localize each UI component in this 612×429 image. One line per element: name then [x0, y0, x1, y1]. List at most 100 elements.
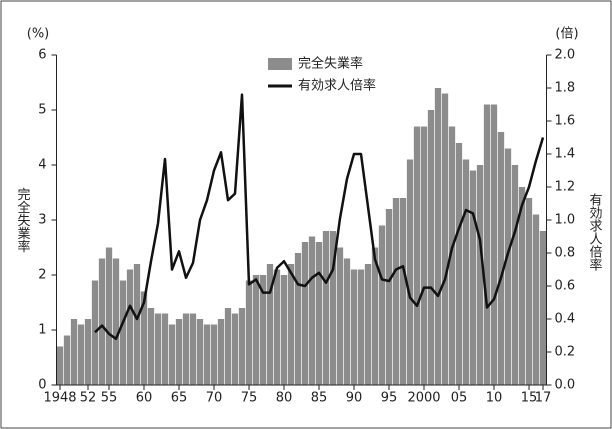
bar	[448, 126, 456, 385]
bar	[434, 88, 442, 385]
bar	[427, 110, 435, 385]
bar	[259, 275, 267, 385]
bar	[420, 126, 428, 385]
y2-tick-label: 1.0	[555, 213, 576, 228]
bar	[161, 313, 169, 385]
bar	[189, 313, 197, 385]
bar	[441, 93, 449, 385]
bar	[504, 148, 512, 385]
bar	[280, 275, 288, 385]
bar	[266, 264, 274, 385]
y2-axis-title: 有効求人倍率	[587, 193, 603, 271]
x-tick-label: 10	[486, 391, 503, 406]
bar	[462, 159, 470, 385]
y2-tick-label: 0.8	[555, 246, 576, 261]
x-tick-label: 65	[171, 391, 188, 406]
legend-label: 有効求人倍率	[298, 78, 376, 94]
bar	[308, 236, 316, 385]
x-tick-label: 70	[206, 391, 223, 406]
bar	[98, 258, 106, 385]
x-tick-label: 15	[521, 391, 538, 406]
bar	[455, 143, 463, 385]
x-tick-label: 80	[276, 391, 293, 406]
bar	[385, 209, 393, 385]
bar	[511, 165, 519, 385]
line-series	[94, 93, 545, 341]
y2-tick-label: 1.4	[555, 147, 576, 162]
y-tick-label: 3	[38, 213, 46, 228]
bar	[224, 308, 232, 385]
bar	[217, 319, 225, 385]
bar	[63, 335, 71, 385]
y-tick-label: 4	[38, 158, 46, 173]
bar	[539, 231, 547, 385]
bar	[91, 280, 99, 385]
y-tick-label: 2	[38, 268, 46, 283]
bar	[84, 319, 92, 385]
bar	[203, 324, 211, 385]
y2-tick-label: 0.4	[555, 312, 576, 327]
bar	[287, 264, 295, 385]
bar	[490, 104, 498, 385]
bar	[175, 319, 183, 385]
bar	[392, 198, 400, 385]
bar	[231, 313, 239, 385]
y2-tick-label: 1.2	[555, 180, 576, 195]
bar	[105, 247, 113, 385]
bar	[196, 319, 204, 385]
bar	[140, 291, 148, 385]
x-tick-label: 90	[346, 391, 363, 406]
bar	[238, 308, 246, 385]
bar	[133, 264, 141, 385]
bar	[413, 126, 421, 385]
x-tick-label: 05	[451, 391, 468, 406]
x-tick-label: 60	[136, 391, 153, 406]
x-tick-label: 55	[101, 391, 118, 406]
bar	[112, 258, 120, 385]
x-tick-label: 75	[241, 391, 258, 406]
x-tick-label: 85	[311, 391, 328, 406]
bar	[154, 313, 162, 385]
bar	[273, 269, 281, 385]
bar	[350, 269, 358, 385]
x-tick-label: 17	[535, 391, 552, 406]
y-unit: (%)	[27, 27, 50, 42]
bar	[245, 280, 253, 385]
bar	[336, 247, 344, 385]
bar	[210, 324, 218, 385]
y2-tick-label: 1.6	[555, 114, 576, 129]
y-axis-title: 完全失業率	[15, 188, 31, 253]
bar	[399, 198, 407, 385]
bar	[483, 104, 491, 385]
x-tick-label: 95	[381, 391, 398, 406]
bar	[371, 247, 379, 385]
bar	[525, 198, 533, 385]
bar	[182, 313, 190, 385]
bar	[77, 324, 85, 385]
bar	[469, 170, 477, 385]
bar	[56, 346, 64, 385]
bar	[532, 214, 540, 385]
bar	[70, 319, 78, 385]
bar	[147, 308, 155, 385]
bar	[119, 280, 127, 385]
y-tick-label: 5	[38, 103, 46, 118]
bar	[357, 269, 365, 385]
legend-swatch	[268, 58, 292, 70]
y-tick-label: 1	[38, 323, 46, 338]
bar	[301, 242, 309, 385]
y-tick-label: 0	[38, 378, 46, 393]
x-tick-label: 1948	[43, 391, 76, 406]
bar	[497, 132, 505, 385]
y2-tick-label: 0.0	[555, 378, 576, 393]
bar	[406, 159, 414, 385]
bar	[168, 324, 176, 385]
y2-tick-label: 0.6	[555, 279, 576, 294]
bar	[126, 269, 134, 385]
bar	[315, 242, 323, 385]
legend-label: 完全失業率	[298, 56, 363, 72]
y2-tick-label: 2.0	[555, 48, 576, 63]
x-tick-label: 2000	[407, 391, 440, 406]
x-tick-label: 52	[80, 391, 97, 406]
